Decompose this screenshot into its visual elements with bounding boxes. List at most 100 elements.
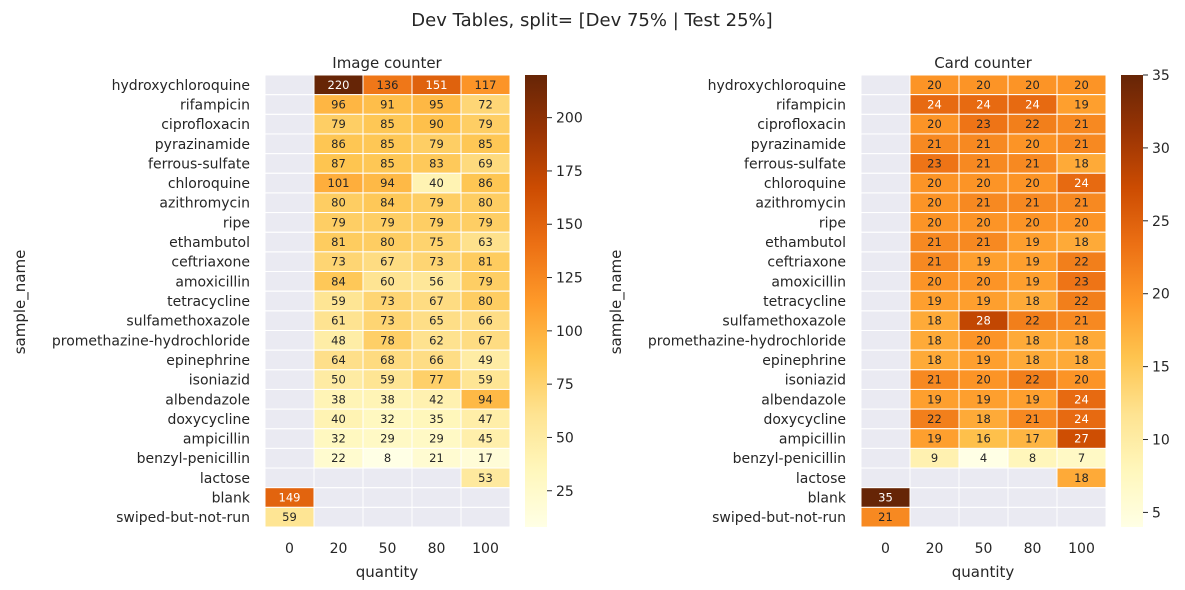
heatmap-cell-value: 73 [331, 255, 346, 269]
y-tick-label: lactose [796, 471, 846, 487]
y-tick-label: chloroquine [764, 176, 846, 192]
heatmap-cell-value: 95 [429, 97, 444, 111]
heatmap-cell-value: 86 [331, 137, 346, 151]
heatmap-cell-value: 59 [331, 294, 346, 308]
heatmap-cell-value: 79 [380, 215, 395, 229]
heatmap-cell-value: 35 [878, 491, 893, 505]
heatmap-cell-value: 20 [976, 373, 991, 387]
y-tick-label: promethazine-hydrochloride [648, 333, 846, 349]
y-tick-label: ripe [819, 215, 846, 231]
heatmap-cell-value: 136 [377, 78, 399, 92]
y-tick-label: swiped-but-not-run [116, 510, 250, 526]
heatmap-cell-value: 80 [478, 294, 493, 308]
heatmap-cell-value: 79 [429, 196, 444, 210]
heatmap-cell-value: 19 [1074, 97, 1089, 111]
colorbar-tick-label: 200 [556, 111, 583, 127]
y-tick-label: benzyl-penicillin [137, 451, 250, 467]
heatmap-cell-value: 48 [331, 333, 346, 347]
heatmap-cell-value: 84 [331, 274, 346, 288]
heatmap-card-counter: Card counter quantity sample_name 20 20 20… [607, 54, 1170, 581]
heatmap-cell-value: 19 [976, 353, 991, 367]
figure-title: Dev Tables, split= [Dev 75% | Test 25%] [411, 10, 772, 31]
heatmap-cell-value: 20 [927, 196, 942, 210]
y-tick-label: lactose [200, 471, 250, 487]
heatmap-cell-value: 53 [478, 471, 493, 485]
colorbar-tick-label: 150 [556, 217, 583, 233]
y-tick-label: doxycycline [167, 412, 250, 428]
y-tick-label: epinephrine [762, 353, 846, 369]
heatmap-cell-value: 84 [380, 196, 395, 210]
heatmap-cell-value: 8 [1029, 451, 1036, 465]
heatmap-cell-value: 85 [380, 156, 395, 170]
colorbar-tick-label: 125 [556, 271, 583, 287]
y-tick-label: ripe [223, 215, 250, 231]
heatmap-cell-value: 18 [976, 412, 991, 426]
heatmap-cell-value: 9 [931, 451, 938, 465]
heatmap-cell-value: 24 [927, 97, 942, 111]
colorbar-tick-label: 30 [1152, 141, 1170, 157]
colorbar [1121, 75, 1143, 527]
heatmap-cell-value: 79 [429, 137, 444, 151]
heatmap-cell-value: 21 [927, 373, 942, 387]
heatmap-cell-value: 21 [1074, 314, 1089, 328]
colorbar-tick-label: 100 [556, 324, 583, 340]
heatmap-cell-value: 66 [478, 314, 493, 328]
heatmap-cell-value: 73 [380, 294, 395, 308]
y-tick-label: isoniazid [785, 373, 846, 389]
heatmap-cell-value: 42 [429, 392, 444, 406]
colorbar-tick-label: 50 [556, 430, 574, 446]
y-tick-label: sulfamethoxazole [722, 314, 846, 330]
heatmap-cell-value: 81 [331, 235, 346, 249]
heatmap-cell-value: 8 [384, 451, 391, 465]
heatmap-cell-value: 18 [927, 333, 942, 347]
y-tick-label: hydroxychloroquine [708, 78, 846, 94]
y-tick-label: tetracycline [763, 294, 846, 310]
heatmap-cell-value: 20 [1025, 215, 1040, 229]
heatmap-cell-value: 77 [429, 373, 444, 387]
heatmap-cell-value: 18 [1074, 353, 1089, 367]
heatmap-cell-value: 28 [976, 314, 991, 328]
heatmap-cell-value: 22 [1025, 373, 1040, 387]
heatmap-cell-value: 85 [478, 137, 493, 151]
heatmap-cell-value: 18 [1074, 471, 1089, 485]
heatmap-cell-value: 22 [927, 412, 942, 426]
y-tick-label: ampicillin [779, 432, 846, 448]
y-tick-label: azithromycin [159, 196, 250, 212]
y-tick-label: ethambutol [169, 235, 250, 251]
y-tick-label: hydroxychloroquine [112, 78, 250, 94]
y-tick-label: doxycycline [763, 412, 846, 428]
x-tick-label: 0 [881, 541, 890, 557]
heatmap-cell-value: 18 [1074, 235, 1089, 249]
heatmap-cell-value: 79 [331, 117, 346, 131]
heatmap-cell-value: 50 [331, 373, 346, 387]
heatmap-cell-value: 64 [331, 353, 346, 367]
y-tick-label: tetracycline [167, 294, 250, 310]
heatmap-cell-value: 29 [429, 432, 444, 446]
y-tick-label: ceftriaxone [171, 255, 250, 271]
heatmap-cell-value: 69 [478, 156, 493, 170]
heatmap-cell-value: 19 [927, 294, 942, 308]
heatmap-cell-value: 19 [976, 392, 991, 406]
heatmap-cell-value: 72 [478, 97, 493, 111]
heatmap-cell-value: 23 [927, 156, 942, 170]
heatmap-cell-value: 20 [927, 176, 942, 190]
heatmap-cell-value: 56 [429, 274, 444, 288]
heatmap-cell-value: 22 [1025, 117, 1040, 131]
y-tick-label: ceftriaxone [767, 255, 846, 271]
y-tick-label: albendazole [761, 392, 846, 408]
x-tick-label: 0 [285, 541, 294, 557]
heatmap-cell-value: 24 [1074, 176, 1089, 190]
heatmap-cell-value: 20 [976, 176, 991, 190]
heatmap-cell-value: 24 [1074, 412, 1089, 426]
heatmap-cell-value: 20 [976, 333, 991, 347]
heatmap-cell-value: 101 [328, 176, 350, 190]
heatmap-cell-value: 38 [331, 392, 346, 406]
y-tick-label: amoxicillin [175, 274, 250, 290]
heatmap-cell-value: 20 [1074, 373, 1089, 387]
heatmap-cell-value: 24 [976, 97, 991, 111]
heatmap-cell-value: 47 [478, 412, 493, 426]
heatmap-cell-value: 21 [976, 137, 991, 151]
heatmap-cell-value: 19 [1025, 392, 1040, 406]
y-tick-label: pyrazinamide [751, 137, 846, 153]
